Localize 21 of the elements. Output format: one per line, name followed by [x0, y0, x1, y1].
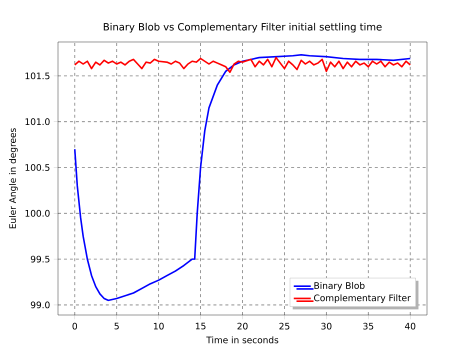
- x-tick-label: 5: [114, 322, 119, 330]
- x-tick-label: 10: [154, 322, 164, 330]
- y-tick-label: 99.5: [30, 256, 50, 263]
- y-tick-label: 101.0: [26, 118, 50, 126]
- x-tick-label: 40: [404, 322, 416, 330]
- line-series: [74, 56, 412, 74]
- legend-label: Complementary Filter: [314, 294, 411, 303]
- x-tick-label: 20: [237, 322, 248, 330]
- y-tick-label: 100.5: [26, 164, 50, 171]
- y-tick-label: 101.5: [26, 72, 50, 80]
- legend-label: Binary Blob: [314, 282, 365, 291]
- x-tick-label: 25: [279, 322, 290, 330]
- x-tick-label: 15: [196, 322, 206, 330]
- x-tick-label: 0: [72, 322, 78, 330]
- chart-title: Binary Blob vs Complementary Filter initial settling time: [104, 22, 382, 33]
- y-tick-label: 99.0: [30, 302, 50, 308]
- y-tick-label: 100.0: [26, 210, 50, 217]
- x-tick-label: 35: [363, 322, 374, 330]
- x-axis-title: Time in seconds: [206, 336, 278, 344]
- y-axis-title: Euler Angle in degrees: [9, 128, 18, 228]
- x-tick-label: 30: [321, 322, 332, 330]
